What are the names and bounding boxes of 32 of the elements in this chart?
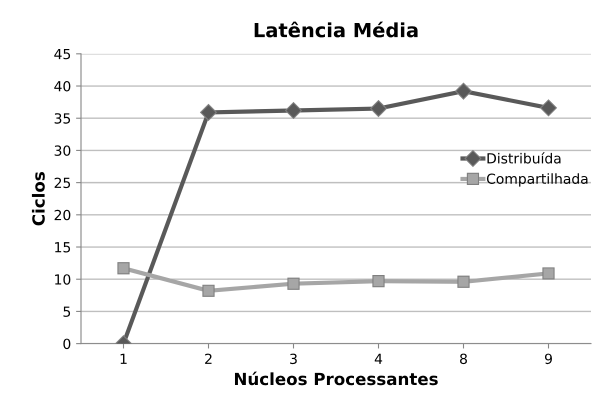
y-axis-title: Ciclos <box>32 172 45 226</box>
x-tick-label: 4 <box>374 354 382 364</box>
point <box>455 82 472 100</box>
point <box>372 275 385 288</box>
y-tick-label: 5 <box>64 306 70 317</box>
point <box>117 262 130 274</box>
point <box>285 102 302 119</box>
x-tick-label: 2 <box>205 354 212 364</box>
point <box>202 284 215 297</box>
point <box>542 267 555 280</box>
y-tick-label: 40 <box>54 80 70 92</box>
point <box>287 278 300 290</box>
x-tick-label: 8 <box>460 354 467 364</box>
x-axis-title: Núcleos Processantes <box>234 372 438 386</box>
y-tick-label: 10 <box>55 274 70 285</box>
point <box>457 276 470 288</box>
x-tick-label: 3 <box>290 354 297 364</box>
y-tick-label: 45 <box>54 48 70 60</box>
point <box>540 100 557 116</box>
y-tick-label: 35 <box>54 113 70 124</box>
chart-title: Latência Média <box>254 22 418 38</box>
y-tick-label: 0 <box>63 338 70 350</box>
y-tick-label: 15 <box>55 242 70 252</box>
point <box>200 104 217 121</box>
point <box>370 100 387 117</box>
y-tick-label: 20 <box>54 210 70 220</box>
x-tick-label: 1 <box>120 354 127 364</box>
legend-label: Distribuída <box>487 152 560 164</box>
legend-label: Compartilhada <box>486 173 588 187</box>
y-tick-label: 30 <box>54 145 70 156</box>
y-tick-label: 25 <box>54 178 70 188</box>
x-tick-label: 9 <box>544 354 552 364</box>
